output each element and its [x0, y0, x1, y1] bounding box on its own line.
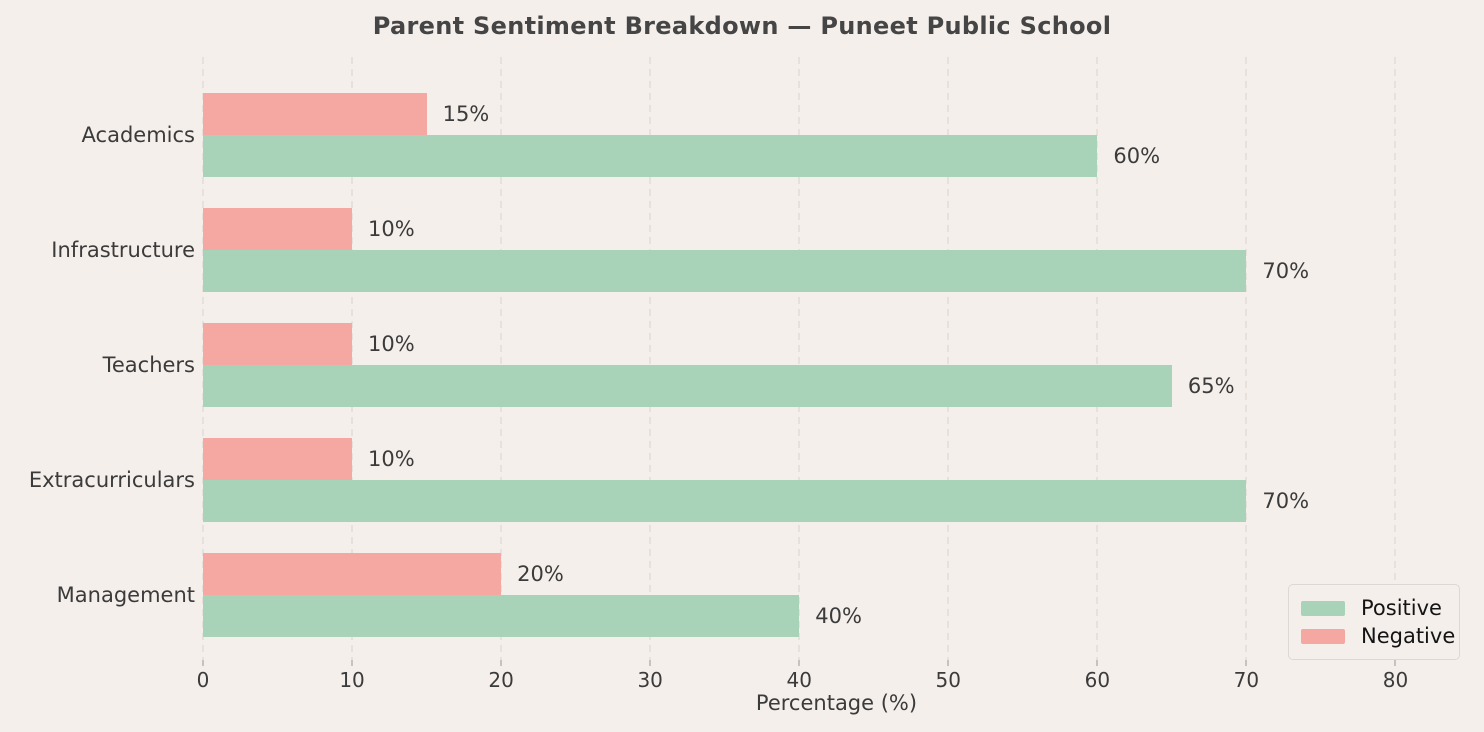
positive-bar-value-label: 60% [1113, 144, 1161, 168]
negative-bar [203, 438, 353, 480]
gridline [1245, 57, 1248, 660]
positive-bar [203, 595, 800, 637]
negative-swatch-icon [1301, 628, 1345, 644]
x-tick-mark [1245, 660, 1248, 666]
x-tick-mark [649, 660, 652, 666]
x-tick-mark [1394, 660, 1397, 666]
x-tick-label: 20 [488, 668, 514, 692]
x-tick-mark [500, 660, 503, 666]
gridline [1394, 57, 1397, 660]
x-tick-label: 10 [339, 668, 365, 692]
gridline [649, 57, 652, 660]
y-axis-category-label: Extracurriculars [28, 468, 195, 492]
gridline [500, 57, 503, 660]
gridline [1096, 57, 1099, 660]
legend-label: Positive [1361, 596, 1442, 620]
x-tick-label: 60 [1084, 668, 1111, 692]
y-axis-category-label: Infrastructure [51, 238, 195, 262]
negative-bar [203, 323, 353, 365]
x-tick-mark [798, 660, 801, 666]
y-axis-category-label: Teachers [102, 353, 195, 377]
x-axis-title: Percentage (%) [755, 691, 918, 715]
x-tick-mark [1096, 660, 1099, 666]
x-tick-label: 30 [637, 668, 663, 692]
positive-bar-value-label: 40% [815, 604, 862, 628]
positive-bar [203, 365, 1172, 407]
positive-swatch-icon [1301, 600, 1345, 616]
negative-bar-value-label: 10% [368, 217, 415, 241]
y-axis-category-label: Academics [81, 123, 195, 147]
positive-bar-value-label: 65% [1187, 374, 1235, 398]
legend-label: Negative [1361, 624, 1456, 648]
negative-bar [203, 208, 353, 250]
gridline [947, 57, 950, 660]
gridline [351, 57, 354, 660]
negative-bar-value-label: 10% [368, 332, 415, 356]
x-tick-mark [947, 660, 950, 666]
legend: Positive Negative [1288, 584, 1460, 660]
positive-bar [203, 135, 1098, 177]
negative-bar-value-label: 10% [368, 447, 415, 471]
x-tick-label: 40 [786, 668, 812, 692]
negative-bar [203, 93, 427, 135]
gridline [798, 57, 801, 660]
y-axis-category-label: Management [56, 583, 195, 607]
negative-bar-value-label: 15% [442, 102, 490, 126]
chart-title: Parent Sentiment Breakdown — Puneet Publ… [372, 12, 1112, 40]
positive-bar [203, 480, 1247, 522]
legend-entry-negative: Negative [1301, 623, 1455, 649]
x-tick-label: 70 [1233, 668, 1260, 692]
x-tick-label: 0 [196, 668, 210, 692]
x-tick-label: 50 [935, 668, 961, 692]
x-tick-mark [202, 660, 204, 666]
legend-entry-positive: Positive [1301, 595, 1447, 621]
positive-bar-value-label: 70% [1262, 259, 1310, 283]
plot-area: 15% 60% 10% 70% 10% 65% 10% 70% 20% 40% [202, 57, 1470, 660]
positive-bar [203, 250, 1247, 292]
x-tick-label: 80 [1382, 668, 1409, 692]
negative-bar [203, 553, 502, 595]
x-tick-mark [351, 660, 354, 666]
negative-bar-value-label: 20% [517, 562, 564, 586]
positive-bar-value-label: 70% [1262, 489, 1310, 513]
